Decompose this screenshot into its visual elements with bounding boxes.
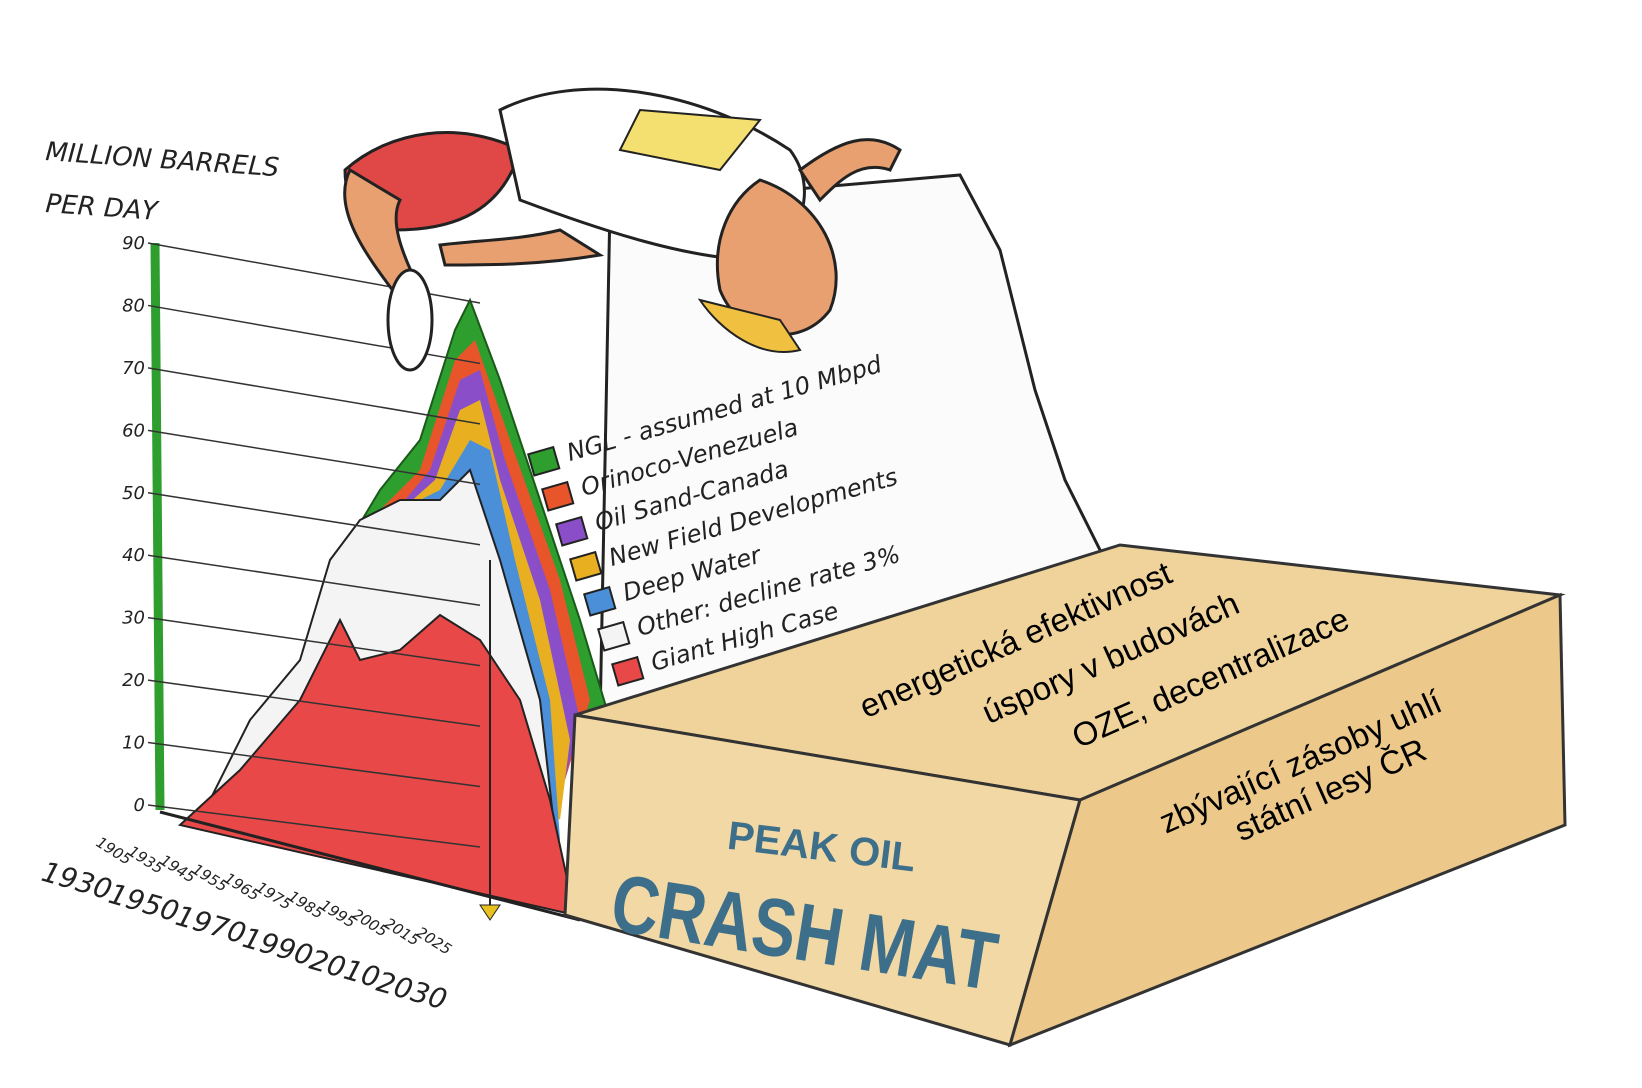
y-axis [155,243,160,810]
y-tick-label: 20 [122,670,145,691]
y-tick-label: 60 [122,420,145,441]
y-tick-label: 40 [122,545,145,566]
cartoon: MILLION BARRELS PER DAY 9080706050403020… [0,0,1642,1088]
y-tick-label: 80 [122,295,145,316]
y-tick-label: 0 [134,795,145,816]
y-tick-label: 90 [122,233,145,254]
page: {"axis": {"title": ["MILLION BARRELS", "… [0,0,1642,1088]
shoe [388,270,432,370]
y-tick-label: 50 [122,483,145,504]
y-tick-label: 30 [122,608,145,629]
y-tick-label: 70 [122,358,145,379]
y-tick-label: 10 [122,733,145,754]
